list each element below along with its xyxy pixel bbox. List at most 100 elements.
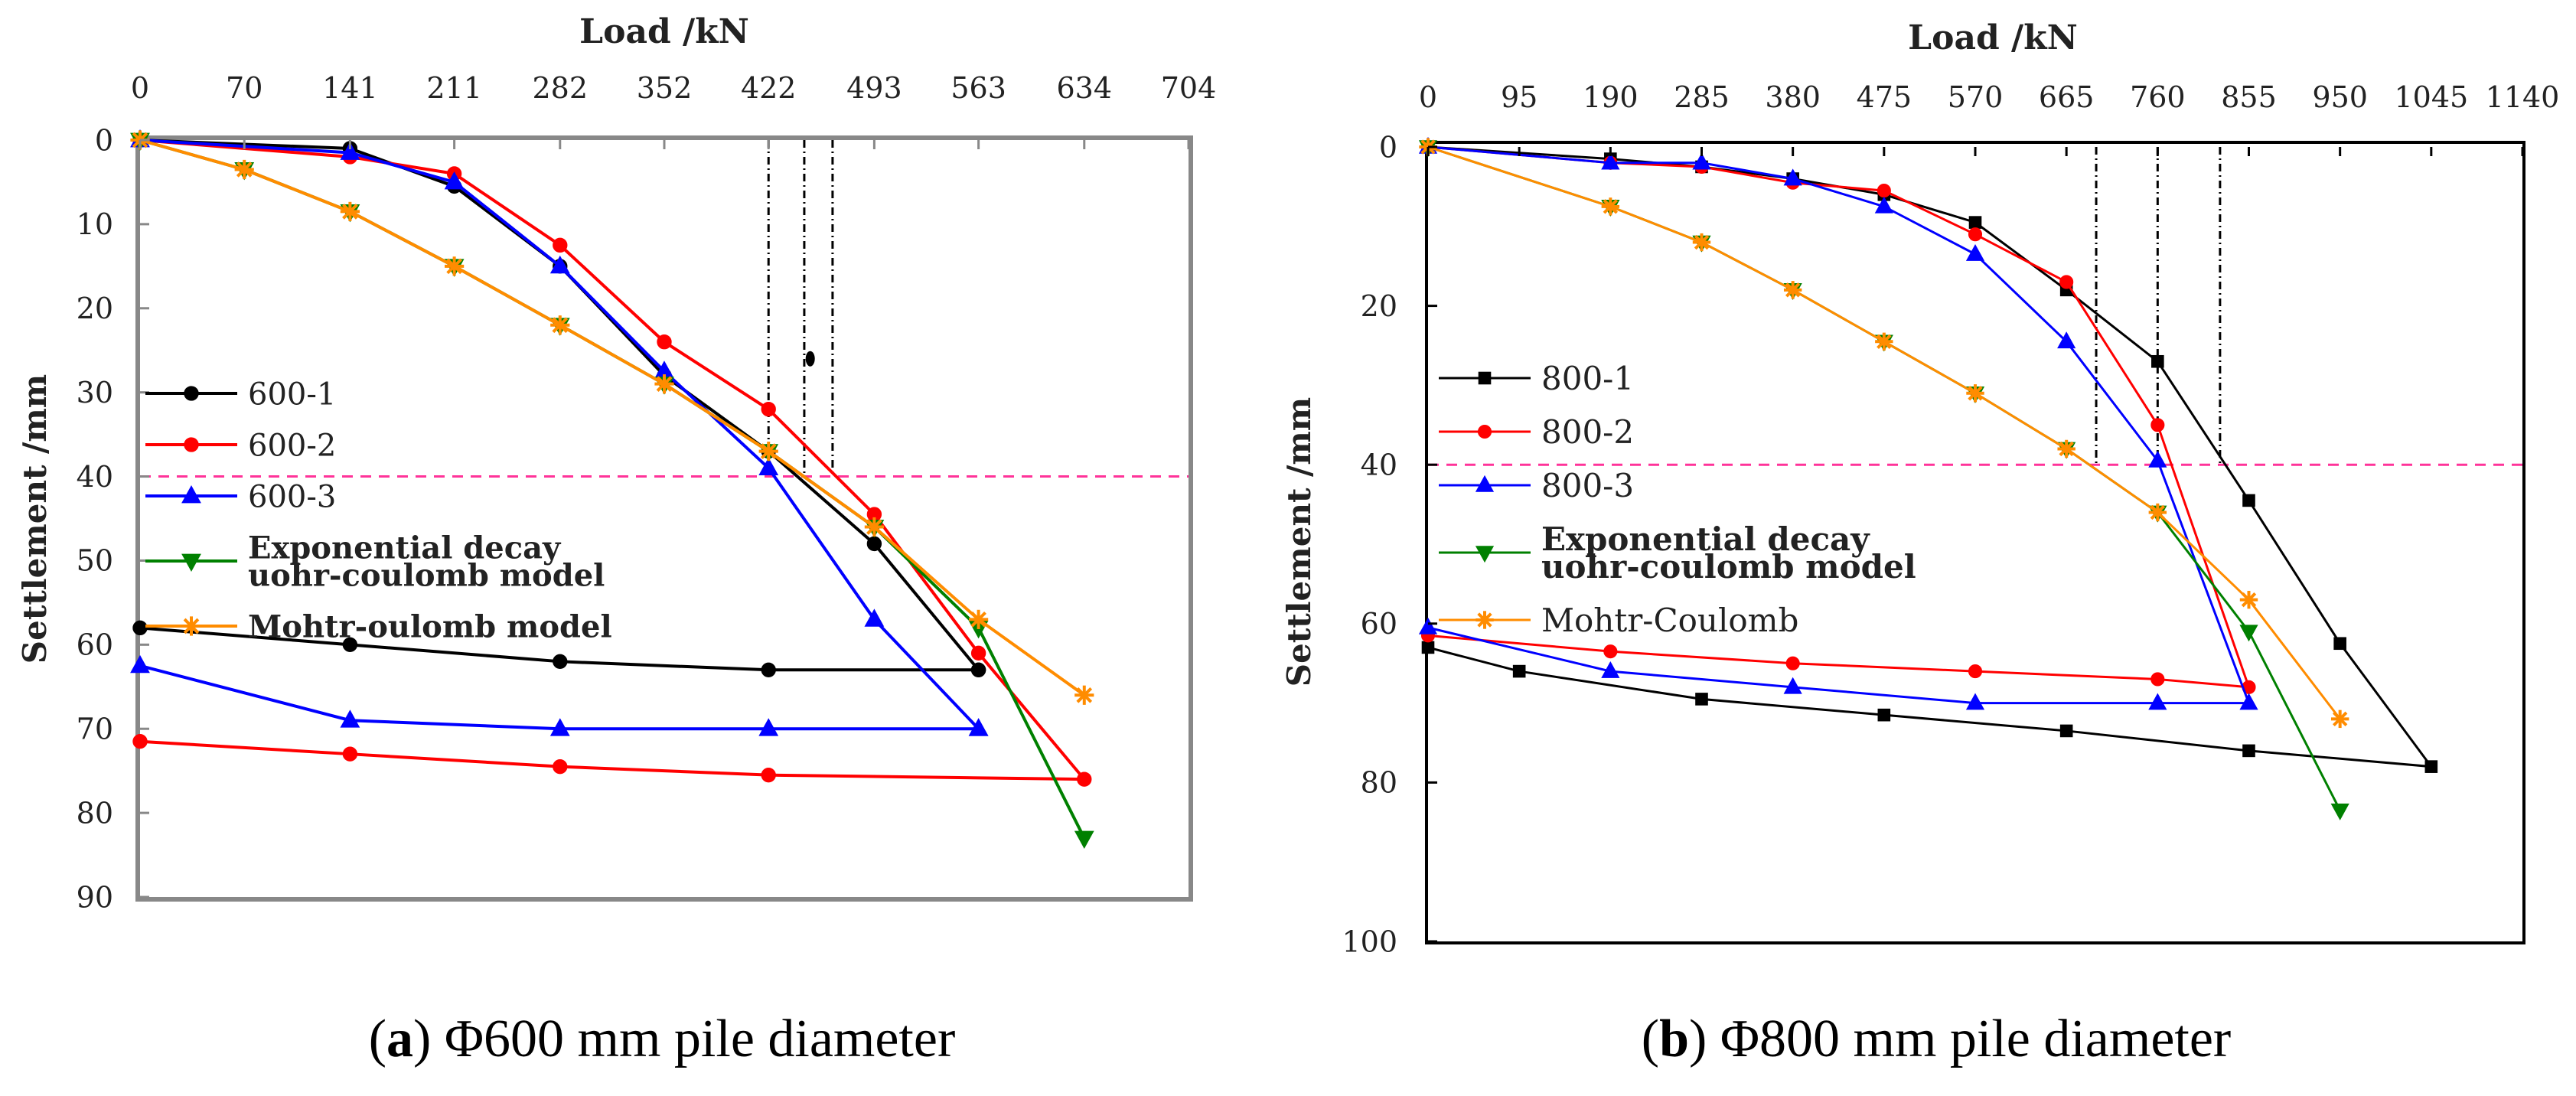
data-point <box>1077 771 1092 787</box>
chart-panel-b: 0 95 190 285 380 475 570 665 760 855 950 1045 1140 0… <box>1280 18 2559 958</box>
series-group-b <box>1418 136 2438 820</box>
data-point <box>758 718 779 736</box>
data-point <box>2059 275 2074 289</box>
x-tick-label: 285 <box>1674 80 1730 114</box>
x-tick-label: 475 <box>1857 80 1912 114</box>
y-tick-label: 0 <box>1379 130 1397 164</box>
series-group-a <box>130 129 1094 850</box>
legend-item: 800-1 <box>1439 360 1634 397</box>
data-point <box>550 315 570 335</box>
x-tick-label: 704 <box>1161 71 1217 105</box>
legend-label: Exponential decay <box>248 530 562 566</box>
data-point <box>1512 664 1526 678</box>
data-point <box>761 767 776 783</box>
data-point <box>1785 656 1800 670</box>
data-point <box>1601 661 1620 678</box>
data-point <box>1968 227 1983 242</box>
data-point <box>1074 830 1094 850</box>
data-point <box>130 654 150 674</box>
data-point <box>1968 216 1982 229</box>
data-point <box>553 237 568 253</box>
data-point <box>970 645 986 661</box>
series-600-3 <box>130 129 989 736</box>
data-point <box>1783 677 1802 694</box>
legend-label: uohr-coulomb model <box>248 557 605 593</box>
legend-item: 600-3 <box>145 479 336 514</box>
y-tick-label: 80 <box>1361 766 1397 800</box>
y-tick-labels-b: 0 20 40 60 80 100 <box>1342 130 1437 958</box>
x-tick-label: 0 <box>1419 80 1437 114</box>
data-point <box>2239 693 2258 710</box>
data-point <box>132 620 148 636</box>
y-tick-label: 80 <box>77 796 113 830</box>
x-axis-title-a: Load /kN <box>579 12 749 51</box>
legend-swatch-marker <box>181 553 201 572</box>
data-point <box>1692 152 1711 170</box>
x-tick-label: 760 <box>2130 80 2186 114</box>
data-point <box>2150 672 2165 687</box>
data-point <box>1074 685 1094 705</box>
legend-label: Exponential decay <box>1541 520 1870 558</box>
x-tick-labels-a: 0 70 141 211 282 352 422 493 563 634 704 <box>131 71 1216 149</box>
series-line <box>139 139 1085 696</box>
x-tick-label: 190 <box>1583 80 1639 114</box>
data-point <box>761 401 776 417</box>
y-tick-label: 50 <box>77 544 113 578</box>
data-point <box>1965 693 1985 710</box>
series-line <box>139 139 983 731</box>
legend-a: 600-1 600-2 600-3 Exponential decayuohr-cou… <box>145 377 612 644</box>
y-tick-label: 40 <box>77 460 113 494</box>
x-tick-label: 95 <box>1501 80 1537 114</box>
data-point <box>340 709 360 728</box>
legend-label: Mohtr-oulomb model <box>248 608 612 644</box>
data-point <box>758 457 779 475</box>
data-point <box>1874 196 1893 214</box>
legend-item: 600-1 <box>145 377 336 412</box>
y-axis-title-a: Settlement /mm <box>16 374 54 664</box>
data-point <box>657 334 672 350</box>
data-point <box>761 662 776 677</box>
x-tick-label: 493 <box>846 71 902 105</box>
data-point <box>1875 332 1893 351</box>
data-point <box>2239 590 2258 609</box>
data-point <box>1421 641 1435 654</box>
legend-swatch-marker <box>1475 611 1494 629</box>
caption-a: (a) Φ600 mm pile diameter <box>369 1010 956 1068</box>
data-point <box>2151 354 2164 368</box>
data-point <box>2148 450 2167 468</box>
data-point <box>1968 664 1983 679</box>
y-tick-labels-a: 0 10 20 30 40 50 60 70 80 90 <box>77 123 149 914</box>
data-point <box>553 654 568 669</box>
data-point <box>342 746 358 762</box>
legend-item: Mohtr-oulomb model <box>145 608 612 644</box>
markers-a <box>140 140 1189 478</box>
x-axis-title-b: Load /kN <box>1908 18 2078 57</box>
plot-area-a <box>135 135 1193 902</box>
data-point <box>1783 281 1802 299</box>
data-point <box>969 609 989 629</box>
y-tick-label: 0 <box>95 123 113 157</box>
y-tick-label: 100 <box>1342 925 1397 958</box>
x-tick-label: 422 <box>741 71 797 105</box>
legend-label: 600-2 <box>248 428 336 463</box>
data-point <box>2424 760 2438 773</box>
series-line <box>1427 145 2341 720</box>
data-point <box>864 608 885 627</box>
data-point <box>1966 384 1984 403</box>
data-point <box>2242 494 2255 507</box>
x-tick-label: 0 <box>131 71 149 105</box>
y-axis-title-b: Settlement /mm <box>1280 397 1318 687</box>
y-tick-label: 30 <box>77 376 113 409</box>
data-point <box>1603 644 1618 659</box>
y-tick-label: 20 <box>1361 289 1397 323</box>
legend-swatch-marker <box>1475 546 1495 563</box>
caption-b: (b) Φ800 mm pile diameter <box>1642 1010 2231 1068</box>
data-point <box>2239 625 2258 642</box>
data-point <box>340 142 360 160</box>
data-point <box>2059 724 2073 738</box>
x-tick-label: 70 <box>226 71 262 105</box>
data-point <box>758 441 778 462</box>
